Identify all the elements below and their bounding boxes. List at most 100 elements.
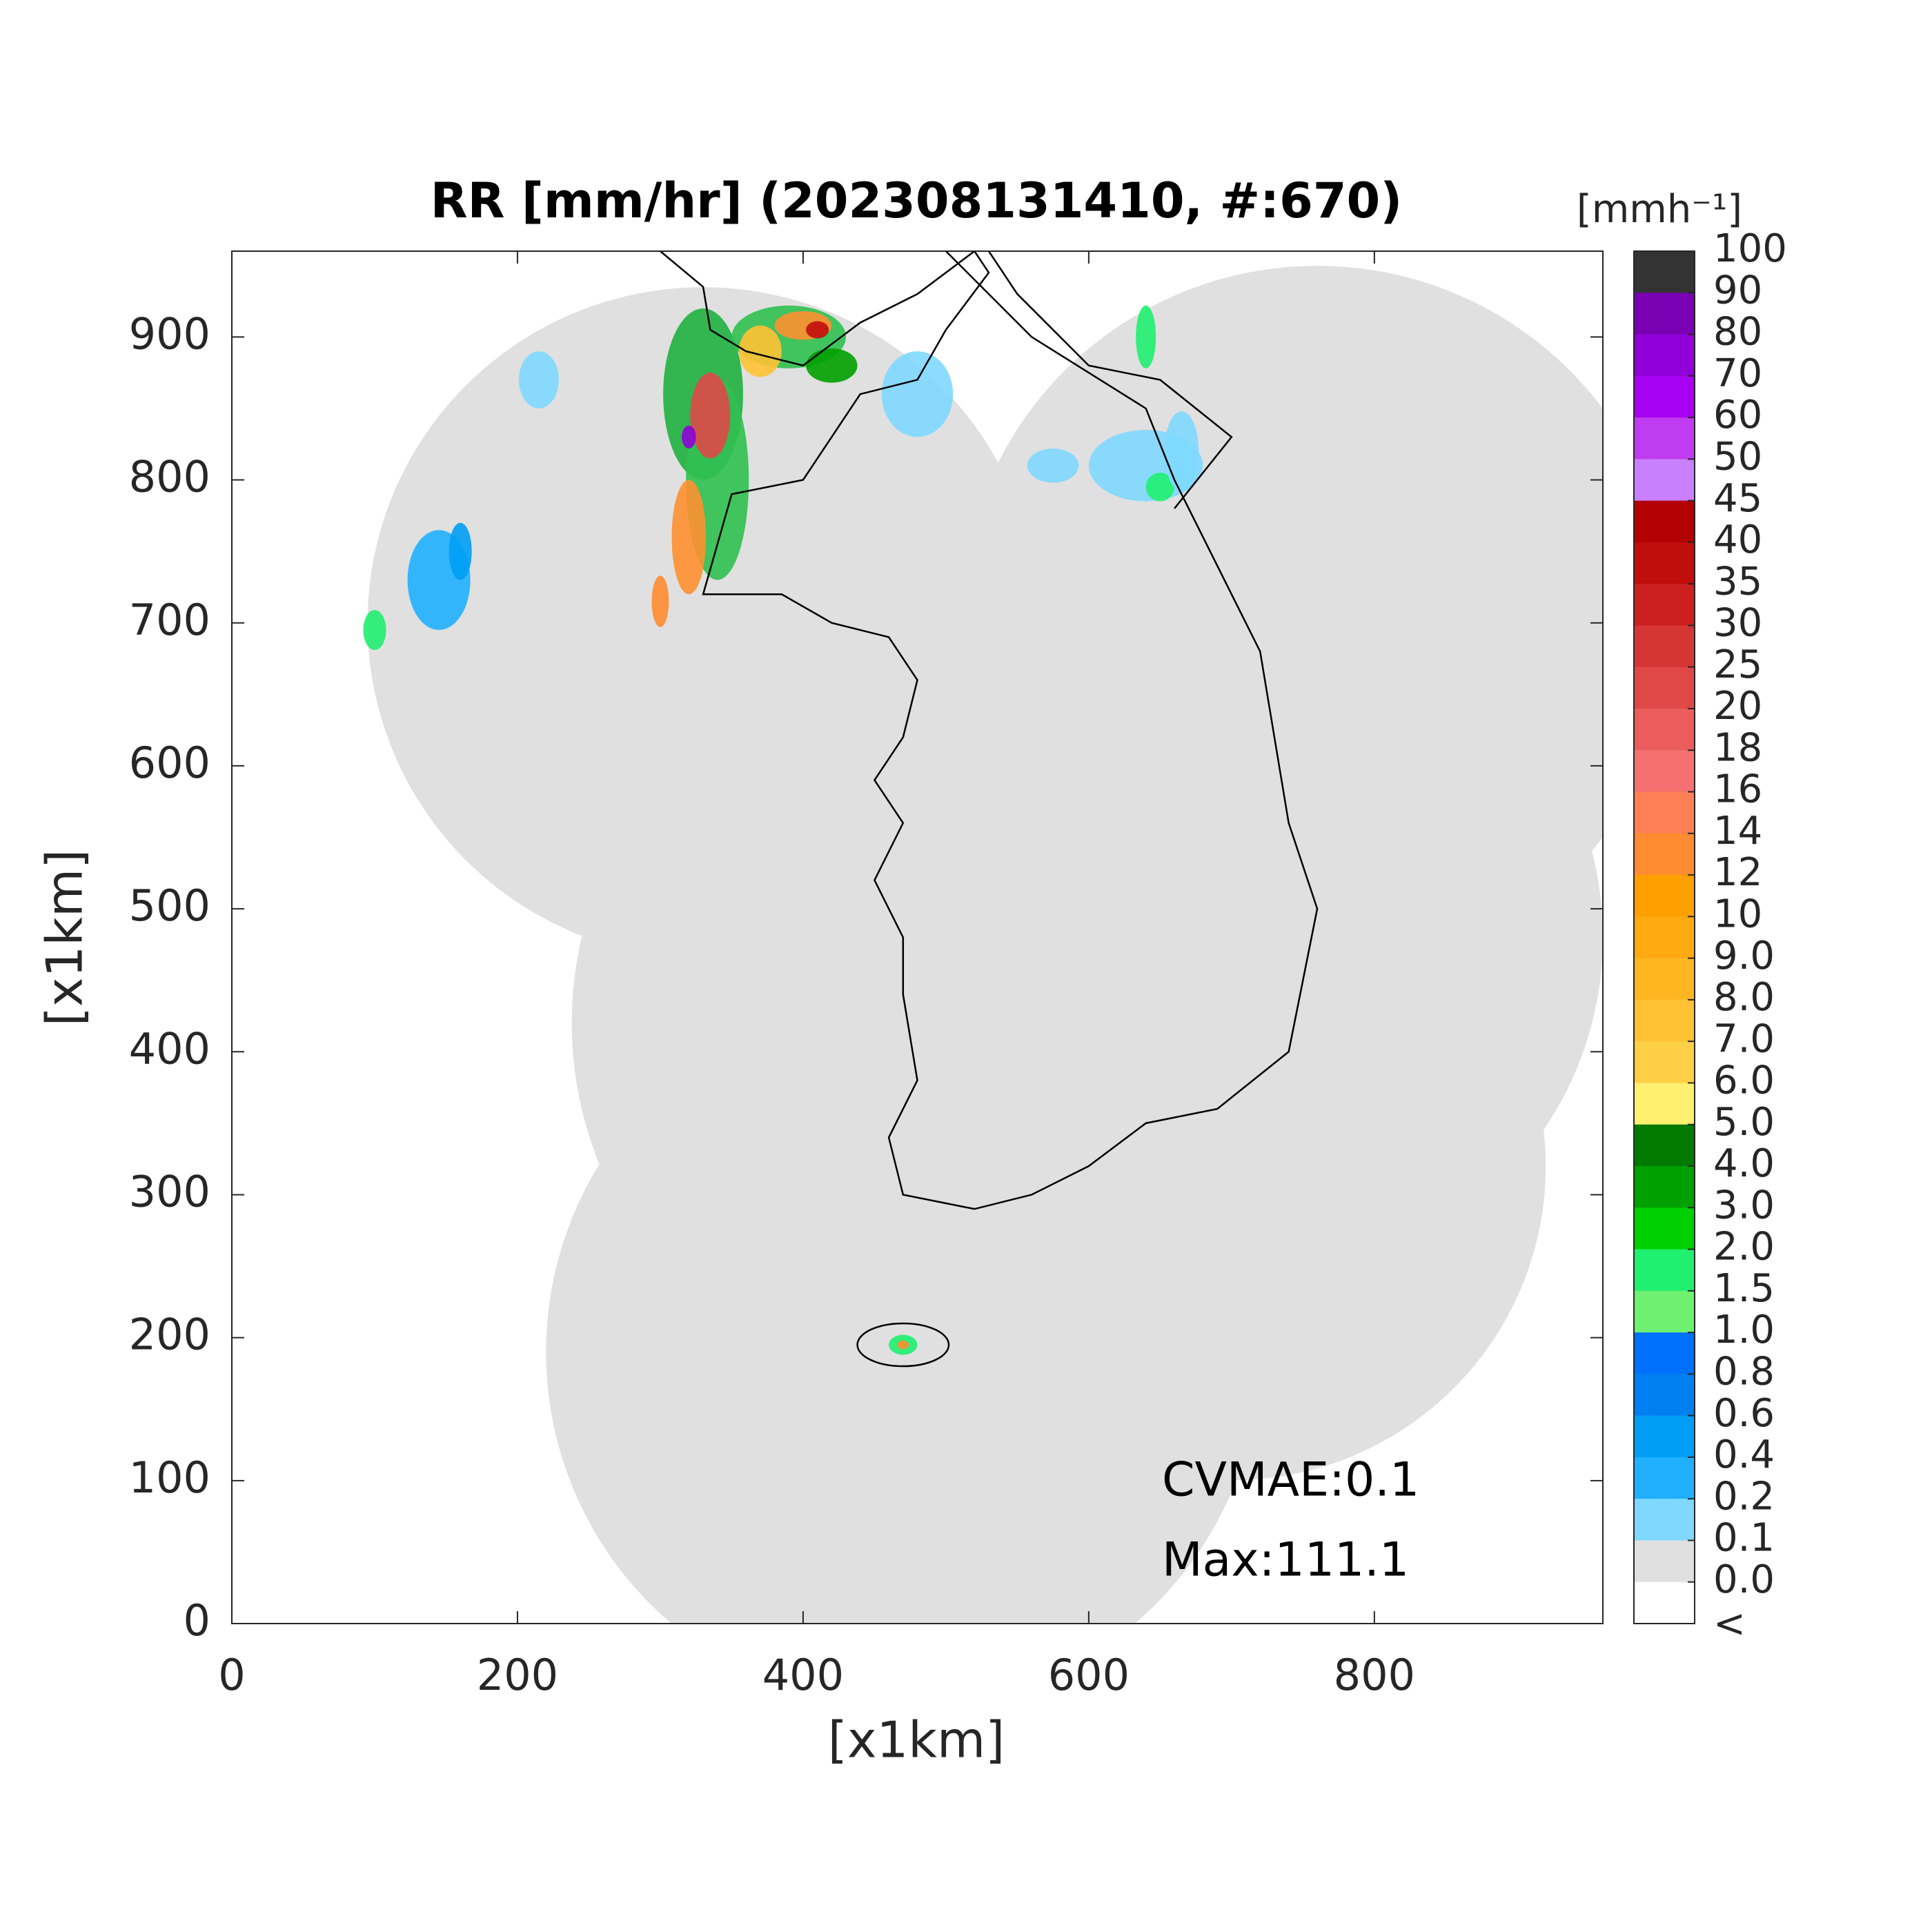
y-tick-label: 700	[129, 595, 210, 645]
colorbar-segment	[1634, 1415, 1695, 1458]
colorbar-tick-label: 0.0	[1713, 1557, 1775, 1602]
rain-echo	[1136, 305, 1156, 368]
rain-echo	[1164, 411, 1199, 492]
colorbar-tick-label: 2.0	[1713, 1225, 1775, 1270]
colorbar-frame	[1633, 250, 1695, 1624]
colorbar-tick-label: 4.0	[1713, 1141, 1775, 1186]
colorbar-tick-label: 50	[1713, 435, 1762, 480]
colorbar-tick-label: 6.0	[1713, 1058, 1775, 1103]
colorbar-tick-label: 60	[1713, 393, 1762, 437]
colorbar-tick-label: 30	[1713, 601, 1762, 646]
y-tick-label: 500	[129, 880, 210, 931]
colorbar-segment	[1634, 1290, 1695, 1333]
y-tick-label: 900	[129, 308, 210, 359]
colorbar-segment	[1634, 1083, 1695, 1125]
colorbar-segment	[1634, 500, 1695, 543]
colorbar-tick-label: 8.0	[1713, 975, 1775, 1020]
rain-echo	[1145, 473, 1175, 502]
colorbar-tick-label: 25	[1713, 642, 1762, 687]
colorbar-segment	[1634, 999, 1695, 1042]
colorbar-tick-label: 1.5	[1713, 1266, 1775, 1311]
colorbar-tick-label: 9.0	[1713, 934, 1775, 978]
colorbar-tick-label: 1.0	[1713, 1308, 1775, 1352]
rain-echo	[738, 325, 782, 377]
y-tick-label: 800	[129, 452, 210, 502]
colorbar-tick-label: 3.0	[1713, 1183, 1775, 1228]
colorbar-tick-label: 0.8	[1713, 1350, 1775, 1394]
x-tick-label: 800	[1334, 1650, 1415, 1700]
colorbar-segment	[1634, 833, 1695, 876]
chart-title: RR [mm/hr] (202308131410, #:670)	[431, 172, 1403, 229]
colorbar-tick-label: <	[1713, 1601, 1746, 1646]
colorbar-tick-label: 7.0	[1713, 1016, 1775, 1061]
colorbar-segment	[1634, 1332, 1695, 1374]
colorbar-segment	[1634, 334, 1695, 377]
x-tick-label: 600	[1048, 1650, 1130, 1700]
colorbar-segment	[1634, 667, 1695, 709]
colorbar-tick-label: 35	[1713, 559, 1762, 604]
rain-echo	[681, 425, 696, 448]
colorbar-segment	[1634, 1499, 1695, 1541]
y-tick-label: 400	[129, 1023, 210, 1074]
colorbar-segment	[1634, 1208, 1695, 1250]
colorbar-segment	[1634, 916, 1695, 959]
colorbar-tick-label: 40	[1713, 518, 1762, 562]
colorbar-segment	[1634, 958, 1695, 1000]
colorbar-tick-label: 10	[1713, 892, 1762, 937]
colorbar-tick-label: 14	[1713, 809, 1762, 854]
colorbar-segment	[1634, 709, 1695, 751]
colorbar-segment	[1634, 1249, 1695, 1292]
rain-echo	[690, 373, 731, 459]
colorbar-segment	[1634, 293, 1695, 335]
colorbar-segment	[1634, 1124, 1695, 1167]
rain-echo	[897, 1340, 909, 1350]
colorbar-tick-label: 18	[1713, 725, 1762, 770]
coastline	[987, 251, 1233, 509]
x-tick-label: 0	[218, 1650, 245, 1700]
colorbar-segment	[1634, 251, 1695, 293]
colorbar-segment	[1634, 1540, 1695, 1583]
x-axis-label: [x1km]	[828, 1711, 1005, 1769]
y-tick-label: 600	[129, 738, 210, 788]
colorbar-tick-label: 0.6	[1713, 1391, 1775, 1436]
colorbar-tick-label: 90	[1713, 268, 1762, 313]
y-tick-label: 100	[129, 1452, 210, 1503]
colorbar-tick-label: 0.2	[1713, 1474, 1775, 1519]
x-tick-label: 200	[477, 1650, 558, 1700]
colorbar-segment	[1634, 542, 1695, 584]
colorbar-tick-label: 16	[1713, 767, 1762, 812]
plot-frame	[231, 250, 1604, 1624]
x-tick-label: 400	[762, 1650, 844, 1700]
y-tick-label: 300	[129, 1167, 210, 1217]
colorbar-tick-label: 0.1	[1713, 1516, 1775, 1561]
colorbar-segment	[1634, 1166, 1695, 1208]
colorbar-segment	[1634, 584, 1695, 626]
colorbar-segment	[1634, 417, 1695, 460]
colorbar-segment	[1634, 375, 1695, 418]
rain-echo	[651, 575, 669, 627]
map-layer	[363, 251, 1603, 1624]
colorbar-segment	[1634, 1581, 1695, 1624]
colorbar-segment	[1634, 459, 1695, 502]
rain-echo	[806, 348, 858, 383]
annotation: Max:111.1	[1162, 1533, 1409, 1588]
coastline	[660, 251, 1319, 1210]
colorbar-tick-label: 12	[1713, 850, 1762, 895]
colorbar-segment	[1634, 1374, 1695, 1417]
colorbar-tick-label: 70	[1713, 351, 1762, 396]
rain-echo	[881, 351, 954, 437]
y-tick-label: 200	[129, 1310, 210, 1360]
y-tick-label: 0	[184, 1595, 210, 1646]
rain-echo	[671, 480, 707, 595]
rain-echo	[806, 321, 829, 339]
colorbar-segment	[1634, 1041, 1695, 1083]
coastline	[856, 1322, 950, 1368]
colorbar-tick-label: 100	[1713, 226, 1787, 271]
y-axis-label: [x1km]	[36, 849, 94, 1026]
colorbar-tick-label: 80	[1713, 310, 1762, 355]
rain-echo	[363, 610, 386, 651]
colorbar-tick-label: 0.4	[1713, 1432, 1775, 1477]
colorbar-tick-label: 45	[1713, 476, 1762, 521]
colorbar-segment	[1634, 625, 1695, 668]
